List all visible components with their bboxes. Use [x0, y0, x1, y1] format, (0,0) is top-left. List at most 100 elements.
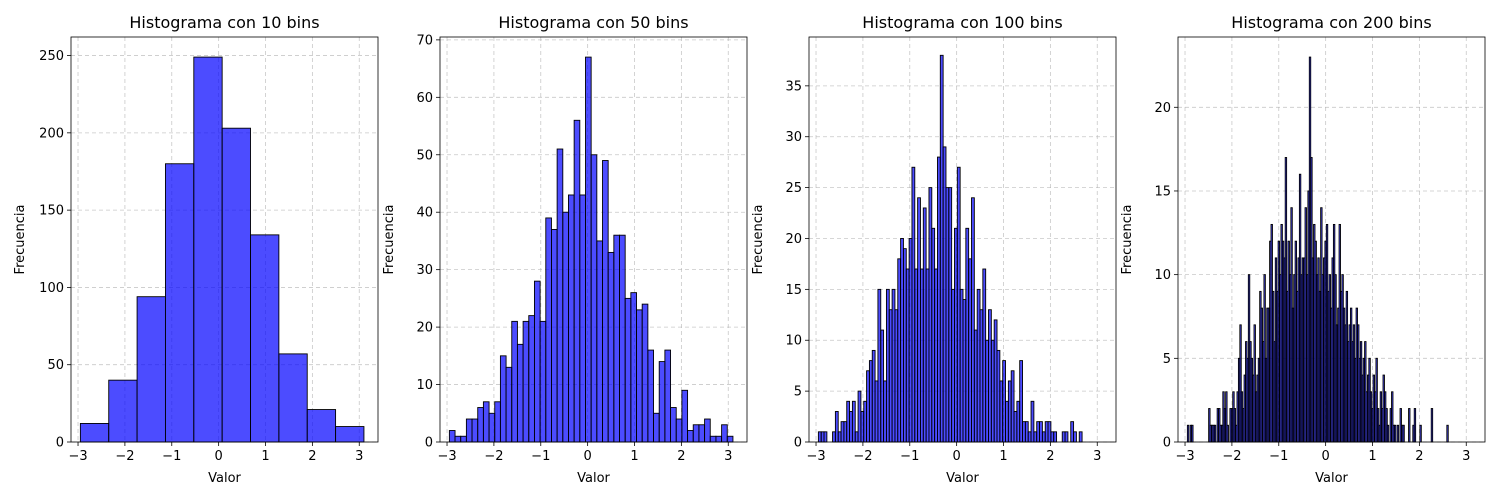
y-tick-label: 10: [1154, 268, 1171, 283]
histogram-bar: [1053, 431, 1058, 443]
histogram-bar: [533, 280, 541, 443]
histogram-bar: [1408, 408, 1411, 443]
x-tick-label: −3: [806, 449, 825, 464]
x-tick-label: −1: [162, 449, 181, 464]
y-tick-label: 10: [416, 378, 433, 393]
histogram-bar: [539, 320, 547, 443]
histogram-bar: [250, 234, 280, 443]
histogram-bar: [619, 234, 626, 443]
histogram-bar: [499, 355, 507, 443]
y-axis-label: Frecuencia: [13, 205, 28, 275]
histogram-bar: [1078, 431, 1083, 443]
histogram-bar: [585, 56, 592, 443]
y-tick-label: 60: [416, 91, 433, 106]
axes-frame: [70, 36, 379, 443]
axes-frame: [1177, 36, 1486, 443]
histogram-bar: [1386, 424, 1390, 443]
histogram-bar: [715, 435, 723, 443]
histogram-bar: [511, 320, 518, 443]
y-tick-label: 0: [1163, 436, 1171, 451]
axes-frame: [439, 36, 748, 443]
histogram-bars: [1186, 56, 1449, 443]
y-tick-label: 5: [1163, 352, 1171, 367]
histogram-bar: [1430, 408, 1434, 443]
y-tick-label: 10: [785, 334, 802, 349]
x-tick-label: −1: [1269, 449, 1288, 464]
histogram-bars: [79, 56, 365, 443]
y-tick-label: 100: [39, 281, 64, 296]
histogram-bar: [658, 361, 666, 443]
histogram-bar: [573, 119, 581, 443]
histogram-bar: [465, 418, 473, 443]
histogram-bars: [817, 54, 1083, 443]
x-tick-label: 1: [1368, 449, 1376, 464]
y-tick-label: 20: [785, 232, 802, 247]
x-tick-label: −3: [1175, 449, 1194, 464]
histogram-bar: [647, 349, 654, 443]
y-axis-label: Frecuencia: [1120, 205, 1135, 275]
x-tick-label: 1: [261, 449, 269, 464]
histogram-bar: [624, 297, 632, 443]
x-tick-label: 0: [215, 449, 223, 464]
y-tick-label: 15: [785, 283, 802, 298]
y-tick-label: 70: [416, 33, 433, 48]
y-tick-label: 0: [56, 436, 64, 451]
x-tick-label: −2: [115, 449, 134, 464]
x-tick-label: 2: [677, 449, 685, 464]
histogram-bar: [136, 296, 166, 443]
histogram-bar: [636, 309, 643, 443]
x-tick-label: −2: [1222, 449, 1241, 464]
histogram-bar: [454, 435, 462, 443]
histogram-bar: [1186, 424, 1190, 443]
histogram-bar: [488, 412, 496, 443]
histogram-bar: [823, 431, 828, 443]
histogram-bar: [193, 56, 223, 443]
histogram-bar: [108, 379, 138, 443]
histogram-bar: [1226, 424, 1229, 443]
y-tick-label: 20: [416, 321, 433, 336]
x-tick-label: 3: [724, 449, 732, 464]
histogram-bar: [448, 430, 456, 443]
histogram-bar: [522, 320, 530, 443]
histogram-bar: [556, 148, 564, 443]
chart-panel-1: −3 −2 −1 0 1 2 3 0 50 100 150 200 250 Histograma con …: [13, 13, 379, 486]
x-tick-label: −3: [437, 449, 456, 464]
y-axis-label: Frecuencia: [751, 205, 766, 275]
histogram-bar: [482, 401, 490, 443]
histogram-bar: [221, 127, 251, 443]
histogram-bar: [596, 240, 603, 443]
histogram-bar: [1402, 424, 1405, 443]
x-tick-label: 2: [1046, 449, 1054, 464]
histogram-bar: [709, 435, 717, 443]
histogram-bar: [1393, 424, 1397, 443]
y-tick-label: 0: [425, 436, 433, 451]
y-tick-label: 30: [785, 130, 802, 145]
x-tick-label: −2: [484, 449, 503, 464]
histogram-bar: [579, 194, 586, 443]
histogram-bar: [79, 423, 110, 443]
histogram-bars: [448, 56, 734, 443]
x-tick-label: 3: [1093, 449, 1101, 464]
histogram-bar: [278, 353, 308, 443]
x-tick-label: −2: [853, 449, 872, 464]
histogram-bar: [471, 418, 479, 443]
histogram-bar: [1213, 424, 1217, 443]
y-tick-label: 50: [416, 148, 433, 163]
x-tick-label: 1: [630, 449, 638, 464]
axes-frame: [808, 36, 1117, 443]
x-axis-label: Valor: [208, 471, 241, 486]
histogram-bar: [641, 303, 649, 443]
y-tick-label: 50: [47, 358, 64, 373]
histogram-bar: [545, 217, 552, 443]
histogram-bar: [1396, 424, 1400, 443]
histogram-bar: [590, 154, 598, 443]
x-tick-label: 3: [355, 449, 363, 464]
chart-title: Histograma con 10 bins: [129, 13, 319, 32]
histogram-bar: [681, 389, 689, 443]
y-tick-label: 40: [416, 206, 433, 221]
histogram-bar: [335, 426, 365, 443]
histogram-bar: [1073, 431, 1077, 443]
histogram-bar: [692, 424, 700, 443]
